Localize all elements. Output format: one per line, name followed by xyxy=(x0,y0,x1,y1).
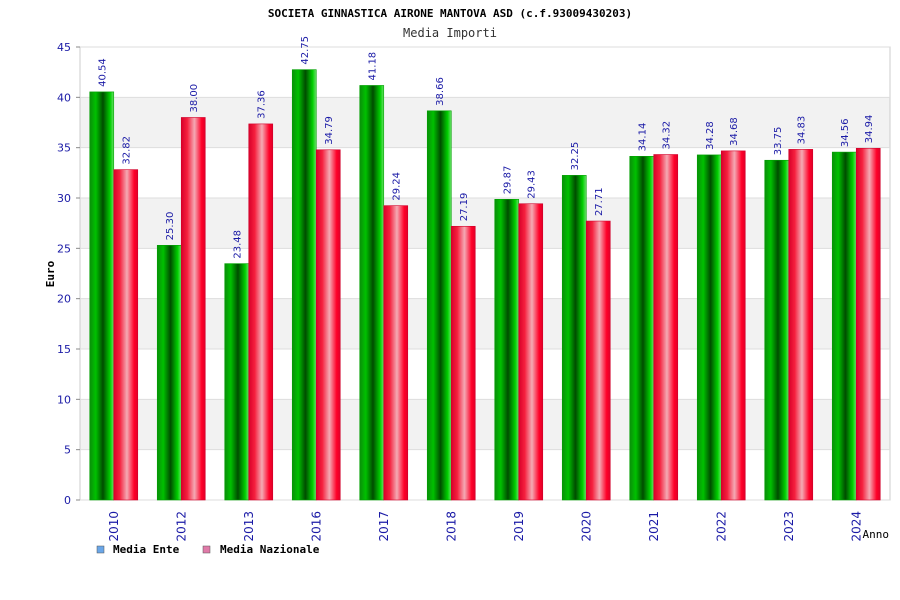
bar-media-nazionale-2021 xyxy=(653,154,679,501)
bar-media-ente-2022 xyxy=(696,154,722,501)
bar-media-ente-2023 xyxy=(764,159,790,501)
bar-media-ente-2018 xyxy=(426,110,452,501)
bar-media-nazionale-2019 xyxy=(518,203,544,501)
bars xyxy=(89,69,881,501)
bar-media-nazionale-2016 xyxy=(315,149,341,501)
value-label: 32.25 xyxy=(570,142,581,171)
value-label: 29.87 xyxy=(503,166,514,195)
x-tick-label: 2022 xyxy=(714,511,728,542)
bar-media-nazionale-2023 xyxy=(788,149,814,501)
y-tick-label: 10 xyxy=(57,393,71,406)
value-label: 33.75 xyxy=(773,127,784,156)
legend-swatch-media-nazionale xyxy=(202,545,211,554)
chart-title: SOCIETA GINNASTICA AIRONE MANTOVA ASD (c… xyxy=(268,7,632,20)
bar-media-ente-2016 xyxy=(291,69,317,501)
x-tick-label: 2024 xyxy=(849,511,863,542)
plot-band xyxy=(80,198,890,249)
y-tick-label: 0 xyxy=(64,494,71,507)
bar-media-nazionale-2022 xyxy=(720,150,746,501)
value-label: 34.68 xyxy=(729,117,740,146)
x-tick-label: 2023 xyxy=(782,511,796,542)
y-tick-label: 35 xyxy=(57,142,71,155)
bar-media-nazionale-2024 xyxy=(855,147,881,501)
x-tick-label: 2018 xyxy=(444,511,458,542)
y-tick-label: 30 xyxy=(57,192,71,205)
plot-band xyxy=(80,399,890,450)
value-label: 27.71 xyxy=(594,187,605,216)
y-axis-label: Euro xyxy=(44,260,57,287)
value-label: 34.14 xyxy=(638,123,649,152)
bar-media-nazionale-2020 xyxy=(585,220,611,501)
value-label: 38.00 xyxy=(189,84,200,113)
value-label: 29.24 xyxy=(392,172,403,201)
x-tick-label: 2020 xyxy=(579,511,593,542)
bar-media-ente-2017 xyxy=(359,85,385,501)
x-tick-label: 2013 xyxy=(242,511,256,542)
plot-band xyxy=(80,298,890,349)
value-label: 34.83 xyxy=(797,116,808,145)
value-label: 42.75 xyxy=(300,36,311,65)
y-tick-label: 45 xyxy=(57,41,71,54)
y-tick-label: 25 xyxy=(57,242,71,255)
x-tick-label: 2017 xyxy=(377,511,391,542)
legend: Media Ente Media Nazionale xyxy=(96,543,320,556)
plot-band xyxy=(80,449,890,500)
value-label: 34.94 xyxy=(864,115,875,144)
plot-band xyxy=(80,147,890,198)
x-axis-label: Anno xyxy=(863,528,890,541)
value-label: 34.56 xyxy=(840,118,851,147)
y-axis-ticks: 0 5 10 15 20 25 30 35 40 45 xyxy=(57,41,80,507)
bar-media-nazionale-2017 xyxy=(383,205,409,501)
value-label: 34.79 xyxy=(324,116,335,145)
value-label: 27.19 xyxy=(459,193,470,222)
x-tick-label: 2016 xyxy=(309,511,323,542)
bar-media-ente-2012 xyxy=(156,245,182,501)
plot-background xyxy=(79,46,891,501)
value-label: 38.66 xyxy=(435,77,446,106)
x-tick-label: 2019 xyxy=(512,511,526,542)
bar-media-ente-2024 xyxy=(831,151,857,501)
bar-media-nazionale-2013 xyxy=(248,123,274,501)
bar-media-nazionale-2012 xyxy=(180,117,206,501)
value-label: 29.43 xyxy=(527,170,538,199)
value-label: 32.82 xyxy=(122,136,133,165)
bar-media-nazionale-2018 xyxy=(450,225,476,501)
value-label: 34.28 xyxy=(705,121,716,150)
grid-lines xyxy=(80,46,890,501)
x-tick-label: 2010 xyxy=(107,511,121,542)
x-tick-label: 2021 xyxy=(647,511,661,542)
y-tick-label: 20 xyxy=(57,293,71,306)
y-tick-label: 15 xyxy=(57,343,71,356)
value-label: 23.48 xyxy=(233,230,244,259)
plot-band xyxy=(80,97,890,148)
legend-swatch-media-ente xyxy=(96,545,105,554)
bar-media-ente-2020 xyxy=(561,175,587,501)
legend-label-media-nazionale: Media Nazionale xyxy=(220,543,320,556)
plot-band xyxy=(80,47,890,98)
bar-media-ente-2013 xyxy=(224,263,250,501)
bar-media-ente-2021 xyxy=(629,156,655,501)
x-tick-label: 2012 xyxy=(174,511,188,542)
value-label: 34.32 xyxy=(662,121,673,150)
value-label: 25.30 xyxy=(165,212,176,241)
chart-subtitle: Media Importi xyxy=(403,26,497,40)
value-label: 37.36 xyxy=(257,90,268,119)
y-tick-label: 40 xyxy=(57,91,71,104)
value-labels: 40.54 32.82 25.30 38.00 23.48 37.36 42.75 34.79… xyxy=(98,36,876,259)
plot-band xyxy=(80,349,890,400)
bar-media-nazionale-2010 xyxy=(113,169,139,501)
value-label: 41.18 xyxy=(368,52,379,81)
bar-media-ente-2019 xyxy=(494,199,520,501)
legend-label-media-ente: Media Ente xyxy=(113,543,180,556)
x-axis-ticks: 2010 2012 2013 2016 2017 2018 2019 2020 2021 2022… xyxy=(107,511,864,542)
y-tick-label: 5 xyxy=(64,444,71,457)
plot-band xyxy=(80,248,890,299)
bar-media-ente-2010 xyxy=(89,91,115,501)
value-label: 40.54 xyxy=(98,58,109,87)
